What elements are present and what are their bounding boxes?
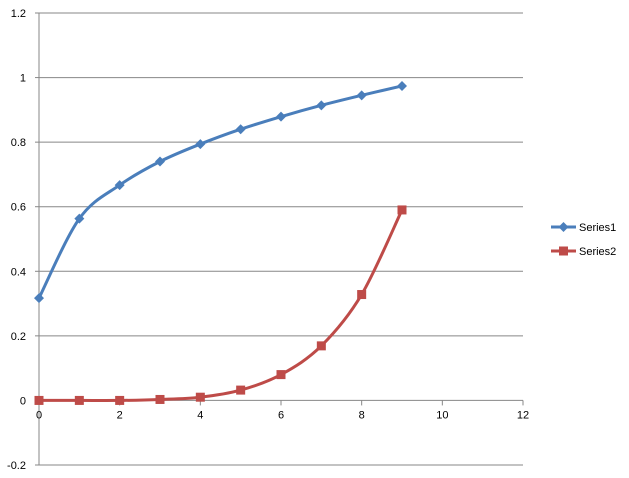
series-2-point-1: [74, 395, 84, 405]
series-2: [34, 205, 407, 405]
y-tick-label-1: 0: [20, 395, 26, 407]
x-tick-label-1: 2: [117, 409, 123, 421]
series-1-point-9: [397, 80, 407, 91]
x-tick-label-4: 8: [359, 409, 365, 421]
grid-lines: [39, 12, 523, 466]
series-1-point-7: [316, 100, 327, 111]
y-tick-label-7: 1.2: [11, 8, 26, 20]
series-1-point-1: [74, 213, 85, 224]
series-2-point-0: [34, 395, 44, 405]
series-2-line: [37, 208, 404, 402]
y-tick-label-5: 0.8: [11, 137, 26, 149]
series-1: [34, 80, 407, 304]
legend-entry-2: Series2: [551, 246, 616, 258]
legend: Series1 Series2: [551, 222, 616, 258]
series-2-point-4: [195, 392, 205, 402]
series-1-line: [37, 84, 404, 300]
series-2-point-5: [236, 385, 246, 395]
series-2-point-7: [316, 341, 326, 351]
y-tick-label-0: -0.2: [7, 460, 26, 472]
series-2-point-2: [115, 395, 125, 405]
series-2-point-9: [397, 205, 407, 215]
series-2-point-6: [276, 370, 286, 380]
x-tick-label-0: 0: [36, 409, 42, 421]
series-1-point-8: [356, 90, 367, 101]
x-tick-label-2: 4: [197, 409, 203, 421]
series-1-point-6: [276, 111, 286, 122]
y-tick-label-3: 0.4: [11, 266, 26, 278]
series-2-point-8: [357, 290, 367, 300]
y-tick-label-6: 1: [20, 73, 26, 85]
series-1-point-4: [195, 139, 206, 150]
y-tick-label-2: 0.2: [11, 331, 26, 343]
x-tick-label-5: 10: [436, 409, 448, 421]
x-tick-label-3: 6: [278, 409, 284, 421]
axes: [35, 12, 524, 466]
series-1-point-5: [235, 124, 246, 135]
legend-marker-2: [559, 246, 568, 256]
series-2-point-3: [155, 394, 165, 404]
legend-label-1: Series1: [579, 222, 616, 234]
legend-marker-1: [558, 222, 569, 232]
series-layer: [34, 80, 407, 405]
legend-label-2: Series2: [579, 246, 616, 258]
x-tick-label-6: 12: [517, 409, 529, 421]
y-axis-tick-labels: -0.2 0 0.2 0.4 0.6 0.8 1 1.2: [7, 8, 26, 472]
series-1-point-0: [34, 293, 44, 304]
x-axis-tick-labels: 0 2 4 6 8 10 12: [36, 409, 529, 421]
y-tick-label-4: 0.6: [11, 202, 26, 214]
legend-entry-1: Series1: [551, 222, 616, 234]
series-1-point-3: [155, 156, 165, 167]
series-1-point-2: [114, 180, 125, 191]
